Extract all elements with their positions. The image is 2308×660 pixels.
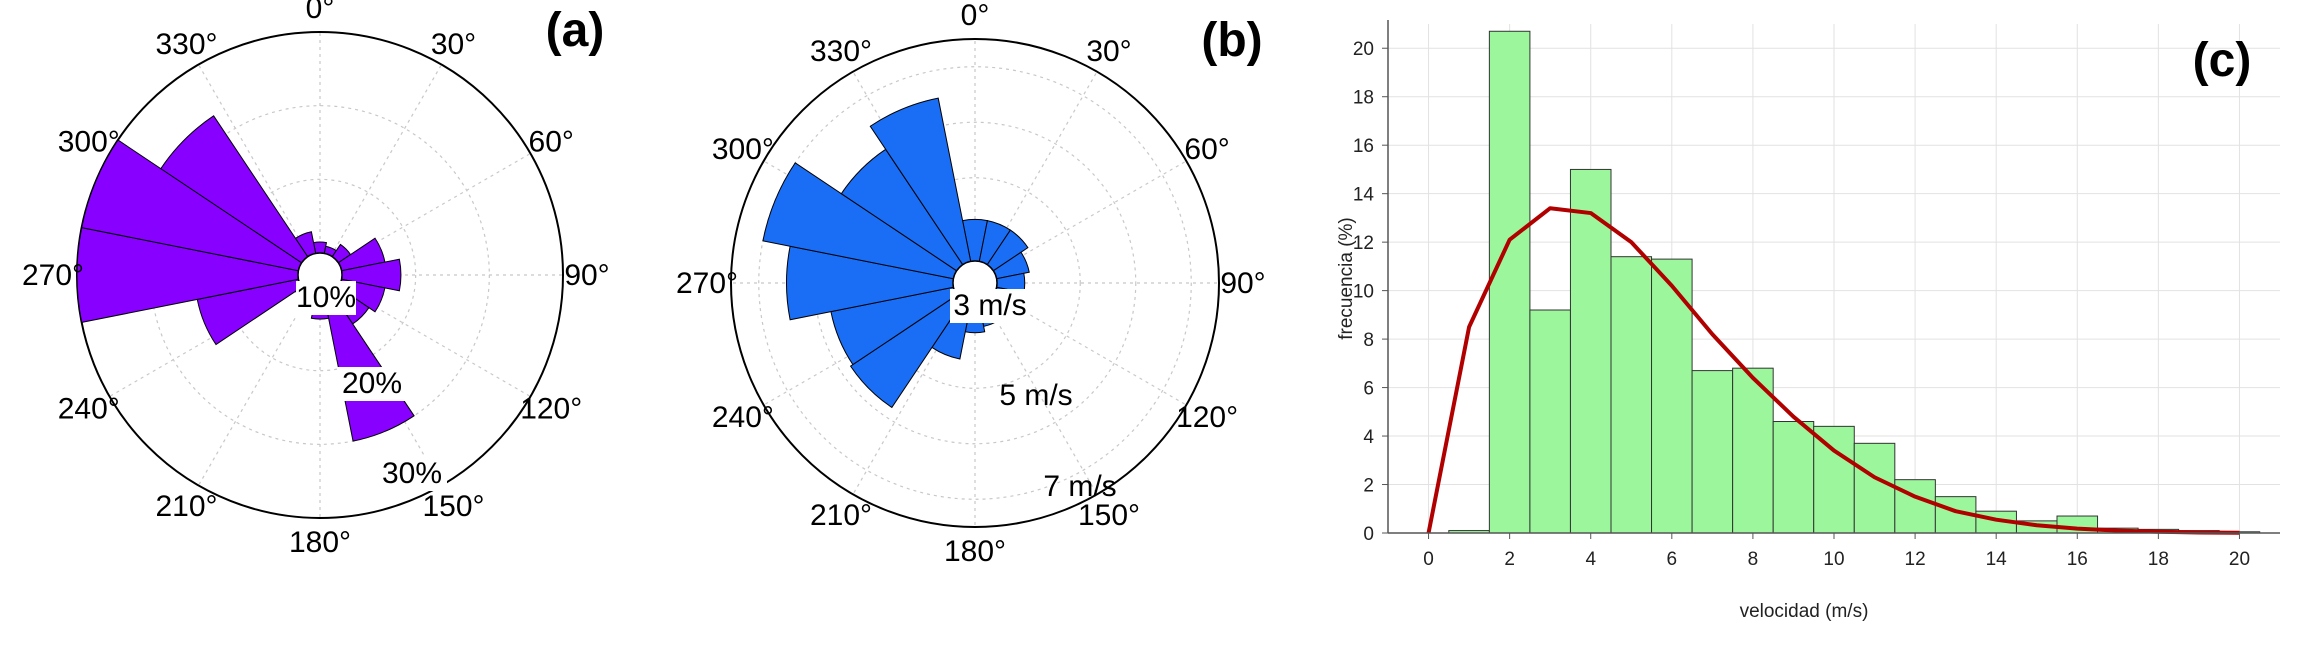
polar-angle-tick: 210°	[155, 490, 217, 523]
polar-angle-tick: 60°	[1184, 133, 1229, 166]
ring-label-background	[337, 367, 407, 401]
hist-x-tick-label: 8	[1748, 549, 1759, 570]
polar-angle-tick: 30°	[431, 28, 476, 61]
polar-angle-tick: 0°	[306, 0, 335, 25]
hist-y-tick-label: 14	[1353, 185, 1375, 206]
hist-bar	[1853, 442, 1896, 534]
polar-ring-label: 10%	[296, 281, 356, 314]
hist-x-tick-label: 16	[2067, 549, 2088, 570]
polar-angle-tick: 120°	[520, 393, 582, 426]
polar-ring-label: 5 m/s	[999, 379, 1072, 412]
polar-ring-label: 3 m/s	[953, 289, 1026, 322]
hist-y-tick-label: 12	[1353, 233, 1374, 254]
hist-y-tick-label: 0	[1363, 524, 1374, 545]
hist-x-tick-label: 18	[2148, 549, 2169, 570]
hist-y-tick-label: 18	[1353, 88, 1374, 109]
hist-x-tick-label: 6	[1667, 549, 1678, 570]
hist-bar	[1569, 168, 1612, 534]
polar-ring-label: 20%	[342, 367, 402, 400]
hist-bar	[1529, 309, 1571, 534]
polar-grid-spoke	[197, 293, 310, 486]
polar-grid-spoke	[985, 301, 1098, 495]
polar-grid-ring	[758, 66, 1192, 500]
ring-label-background	[950, 289, 1030, 323]
polar-angle-tick: 150°	[1078, 499, 1140, 532]
hist-bar	[1732, 367, 1774, 534]
hist-x-tick-label: 12	[1905, 549, 1926, 570]
polar-angle-tick: 330°	[155, 28, 217, 61]
panel-label: (b)	[1201, 14, 1262, 67]
hist-x-axis-label: velocidad (m/s)	[1740, 601, 1869, 622]
hist-y-tick-label: 10	[1353, 282, 1374, 303]
panel-label: (c)	[2193, 34, 2252, 87]
polar-angle-tick: 90°	[564, 259, 609, 292]
polar-ring-label: 7 m/s	[1043, 470, 1116, 503]
polar-angle-tick: 330°	[810, 35, 872, 68]
polar-angle-tick: 60°	[529, 126, 574, 159]
polar-grid-spoke	[197, 64, 310, 257]
hist-bar	[1691, 370, 1734, 534]
hist-y-tick-label: 20	[1353, 39, 1374, 60]
polar-angle-tick: 180°	[289, 526, 351, 559]
hist-x-tick-label: 2	[1504, 549, 1515, 570]
polar-angle-tick: 0°	[961, 0, 990, 32]
ring-label-background	[296, 281, 356, 315]
hist-x-tick-label: 4	[1585, 549, 1596, 570]
polar-angle-tick: 180°	[944, 535, 1006, 568]
hist-x-tick-label: 10	[1823, 549, 1844, 570]
polar-angle-tick: 240°	[58, 393, 120, 426]
polar-grid-ring	[223, 178, 417, 372]
polar-chart-a: 0° 30° 60° 90° 120° 150° 180° 210° 240° 270° 300° 3…	[22, 0, 610, 559]
histogram-chart-c: 0 2 4 6 8 10 12 14 16 18 20 0 2 4 6 8 10 12 14 16 18 20 veloci…	[1336, 20, 2280, 622]
hist-bar	[1813, 425, 1855, 534]
hist-bar	[1610, 256, 1653, 534]
hist-y-axis-label: frecuencia (%)	[1336, 217, 1357, 340]
polar-ring-label: 30%	[382, 457, 442, 490]
polar-angle-tick: 270°	[676, 267, 738, 300]
hist-bar	[1772, 421, 1815, 534]
hist-y-tick-label: 6	[1363, 379, 1374, 400]
panel-label: (a)	[546, 4, 605, 57]
polar-chart-b: 0° 30° 60° 90° 120° 150° 180° 210° 240° 270° 300° 3…	[676, 0, 1266, 568]
polar-grid-spoke	[993, 160, 1187, 273]
polar-angle-tick: 30°	[1086, 35, 1131, 68]
polar-angle-tick: 270°	[22, 259, 84, 292]
hist-y-tick-label: 2	[1363, 476, 1374, 497]
polar-angle-tick: 300°	[58, 126, 120, 159]
polar-angle-tick: 90°	[1220, 267, 1265, 300]
polar-angle-tick: 240°	[712, 401, 774, 434]
hist-x-tick-label: 0	[1423, 549, 1434, 570]
hist-y-tick-label: 16	[1353, 136, 1374, 157]
polar-angle-tick: 300°	[712, 133, 774, 166]
ring-label-background	[377, 457, 447, 491]
polar-grid-spoke	[330, 64, 443, 257]
fit-curve-line	[1426, 206, 2240, 535]
polar-angle-tick: 150°	[422, 490, 484, 523]
hist-bar	[1488, 30, 1531, 534]
hist-x-tick-label: 20	[2229, 549, 2250, 570]
hist-y-tick-label: 8	[1363, 330, 1374, 351]
hist-x-tick-label: 14	[1986, 549, 2008, 570]
hist-y-tick-label: 4	[1363, 427, 1374, 448]
polar-angle-tick: 120°	[1176, 401, 1238, 434]
polar-angle-tick: 210°	[810, 499, 872, 532]
